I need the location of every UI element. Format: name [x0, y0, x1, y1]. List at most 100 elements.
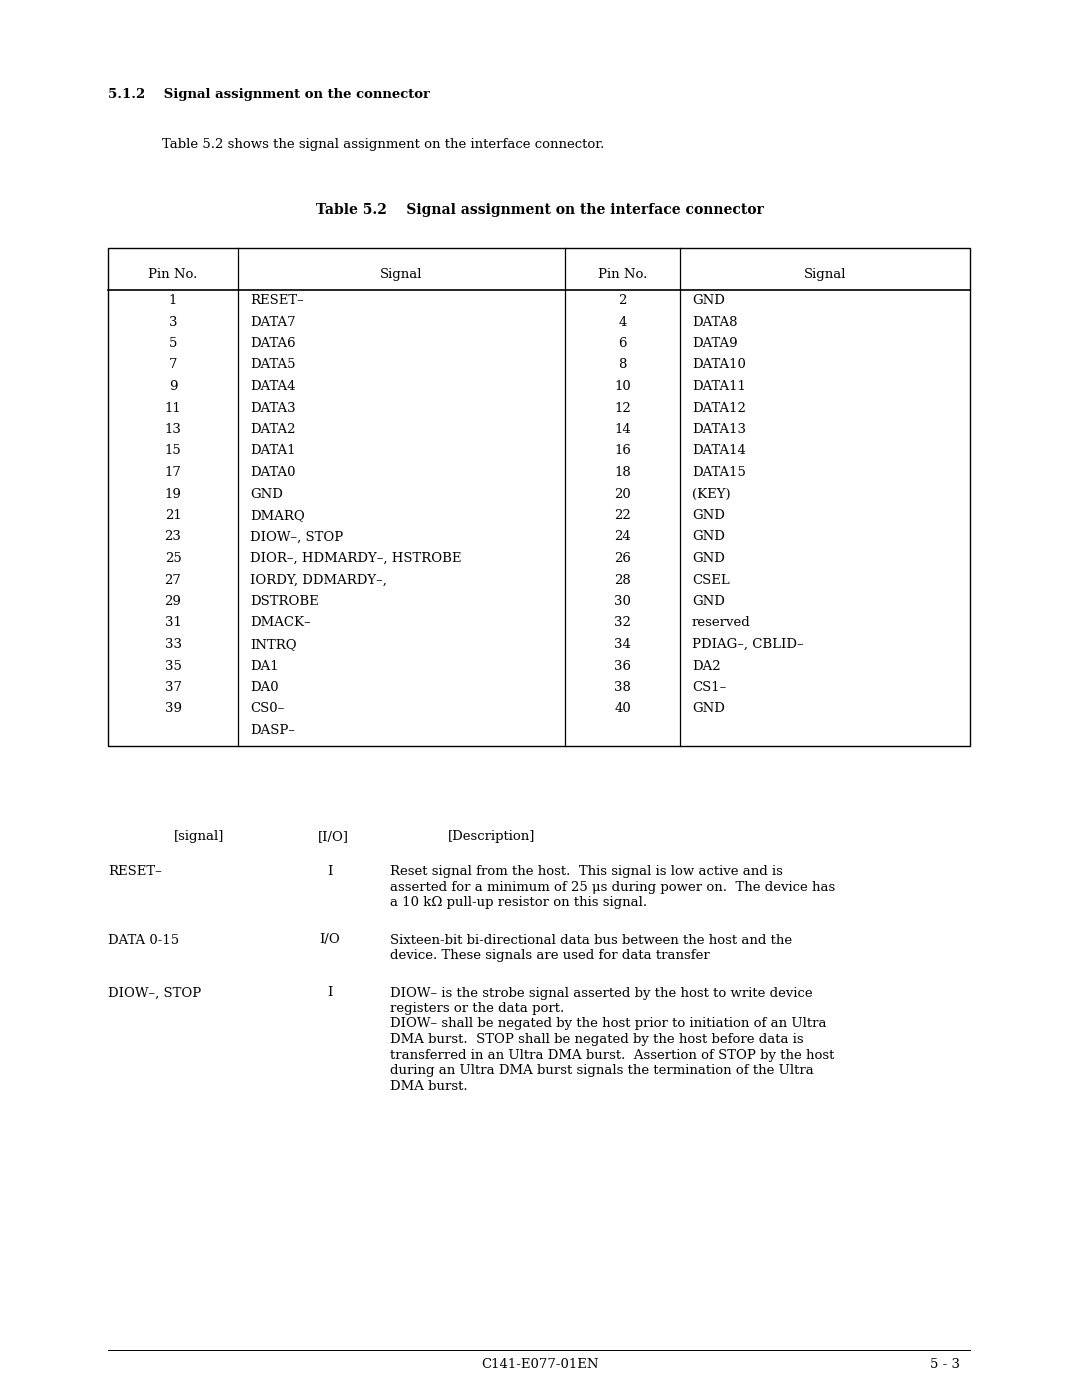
Text: 27: 27: [164, 574, 181, 587]
Text: 35: 35: [164, 659, 181, 672]
Text: DMARQ: DMARQ: [249, 509, 305, 522]
Text: GND: GND: [692, 552, 725, 564]
Text: asserted for a minimum of 25 μs during power on.  The device has: asserted for a minimum of 25 μs during p…: [390, 880, 835, 894]
Text: [I/O]: [I/O]: [318, 830, 349, 842]
Text: DA0: DA0: [249, 680, 279, 694]
Text: [signal]: [signal]: [174, 830, 225, 842]
Text: DATA7: DATA7: [249, 316, 296, 328]
Text: DIOW–, STOP: DIOW–, STOP: [249, 531, 343, 543]
Text: 37: 37: [164, 680, 181, 694]
Text: Table 5.2    Signal assignment on the interface connector: Table 5.2 Signal assignment on the inter…: [316, 203, 764, 217]
Text: a 10 kΩ pull-up resistor on this signal.: a 10 kΩ pull-up resistor on this signal.: [390, 895, 647, 909]
Text: 4: 4: [619, 316, 626, 328]
Text: 21: 21: [164, 509, 181, 522]
Text: DMACK–: DMACK–: [249, 616, 311, 630]
Text: RESET–: RESET–: [108, 865, 162, 877]
Text: 40: 40: [615, 703, 631, 715]
Text: 1: 1: [168, 293, 177, 307]
Text: DIOW– shall be negated by the host prior to initiation of an Ultra: DIOW– shall be negated by the host prior…: [390, 1017, 826, 1031]
Text: IORDY, DDMARDY–,: IORDY, DDMARDY–,: [249, 574, 387, 587]
Text: 5.1.2    Signal assignment on the connector: 5.1.2 Signal assignment on the connector: [108, 88, 430, 101]
Text: 26: 26: [615, 552, 631, 564]
Text: Signal: Signal: [804, 268, 847, 281]
Text: DATA3: DATA3: [249, 401, 296, 415]
Text: Pin No.: Pin No.: [148, 268, 198, 281]
Text: DATA12: DATA12: [692, 401, 746, 415]
Text: (KEY): (KEY): [692, 488, 731, 500]
Text: 2: 2: [619, 293, 626, 307]
Text: DATA13: DATA13: [692, 423, 746, 436]
Text: 11: 11: [164, 401, 181, 415]
Text: DIOW–, STOP: DIOW–, STOP: [108, 986, 201, 999]
Text: 20: 20: [615, 488, 631, 500]
Text: 30: 30: [615, 595, 631, 608]
Text: DA2: DA2: [692, 659, 720, 672]
Text: Sixteen-bit bi-directional data bus between the host and the: Sixteen-bit bi-directional data bus betw…: [390, 933, 792, 947]
Text: PDIAG–, CBLID–: PDIAG–, CBLID–: [692, 638, 804, 651]
Text: DA1: DA1: [249, 659, 279, 672]
Text: Pin No.: Pin No.: [598, 268, 647, 281]
Text: 14: 14: [615, 423, 631, 436]
Text: DATA15: DATA15: [692, 467, 746, 479]
Text: DATA14: DATA14: [692, 444, 746, 457]
Text: 33: 33: [164, 638, 181, 651]
Text: 8: 8: [619, 359, 626, 372]
Text: DMA burst.: DMA burst.: [390, 1080, 468, 1092]
Text: 28: 28: [615, 574, 631, 587]
Text: 5: 5: [168, 337, 177, 351]
Text: DMA burst.  STOP shall be negated by the host before data is: DMA burst. STOP shall be negated by the …: [390, 1032, 804, 1046]
Text: reserved: reserved: [692, 616, 751, 630]
Text: DATA 0-15: DATA 0-15: [108, 933, 179, 947]
Text: 22: 22: [615, 509, 631, 522]
Text: 17: 17: [164, 467, 181, 479]
Text: 38: 38: [615, 680, 631, 694]
Text: DSTROBE: DSTROBE: [249, 595, 319, 608]
Text: I: I: [327, 986, 333, 999]
Text: 39: 39: [164, 703, 181, 715]
Text: during an Ultra DMA burst signals the termination of the Ultra: during an Ultra DMA burst signals the te…: [390, 1065, 813, 1077]
Text: I/O: I/O: [320, 933, 340, 947]
Text: DATA8: DATA8: [692, 316, 738, 328]
Text: device. These signals are used for data transfer: device. These signals are used for data …: [390, 949, 710, 963]
Text: GND: GND: [249, 488, 283, 500]
Text: 25: 25: [164, 552, 181, 564]
Text: DASP–: DASP–: [249, 724, 295, 738]
Text: 32: 32: [615, 616, 631, 630]
Text: 5 - 3: 5 - 3: [930, 1358, 960, 1370]
Text: 36: 36: [615, 659, 631, 672]
Text: CSEL: CSEL: [692, 574, 730, 587]
Text: GND: GND: [692, 293, 725, 307]
Text: 34: 34: [615, 638, 631, 651]
Text: 31: 31: [164, 616, 181, 630]
Text: 13: 13: [164, 423, 181, 436]
Text: DATA0: DATA0: [249, 467, 296, 479]
Text: 10: 10: [615, 380, 631, 393]
Text: DATA6: DATA6: [249, 337, 296, 351]
Text: 7: 7: [168, 359, 177, 372]
Text: 19: 19: [164, 488, 181, 500]
Text: 24: 24: [615, 531, 631, 543]
Text: 12: 12: [615, 401, 631, 415]
Text: 9: 9: [168, 380, 177, 393]
Text: 18: 18: [615, 467, 631, 479]
Text: DATA1: DATA1: [249, 444, 296, 457]
Text: 3: 3: [168, 316, 177, 328]
Text: 15: 15: [164, 444, 181, 457]
Text: RESET–: RESET–: [249, 293, 303, 307]
Text: DATA5: DATA5: [249, 359, 296, 372]
Text: DIOW– is the strobe signal asserted by the host to write device: DIOW– is the strobe signal asserted by t…: [390, 986, 812, 999]
Text: Table 5.2 shows the signal assignment on the interface connector.: Table 5.2 shows the signal assignment on…: [162, 138, 605, 151]
Text: 6: 6: [618, 337, 626, 351]
Text: CS0–: CS0–: [249, 703, 284, 715]
Text: [Description]: [Description]: [448, 830, 536, 842]
Text: Signal: Signal: [380, 268, 422, 281]
Text: transferred in an Ultra DMA burst.  Assertion of STOP by the host: transferred in an Ultra DMA burst. Asser…: [390, 1049, 835, 1062]
Text: CS1–: CS1–: [692, 680, 726, 694]
Text: DATA10: DATA10: [692, 359, 746, 372]
Text: 23: 23: [164, 531, 181, 543]
Text: 16: 16: [615, 444, 631, 457]
Text: Reset signal from the host.  This signal is low active and is: Reset signal from the host. This signal …: [390, 865, 783, 877]
Text: I: I: [327, 865, 333, 877]
Text: registers or the data port.: registers or the data port.: [390, 1002, 564, 1016]
Bar: [108, 249, 970, 746]
